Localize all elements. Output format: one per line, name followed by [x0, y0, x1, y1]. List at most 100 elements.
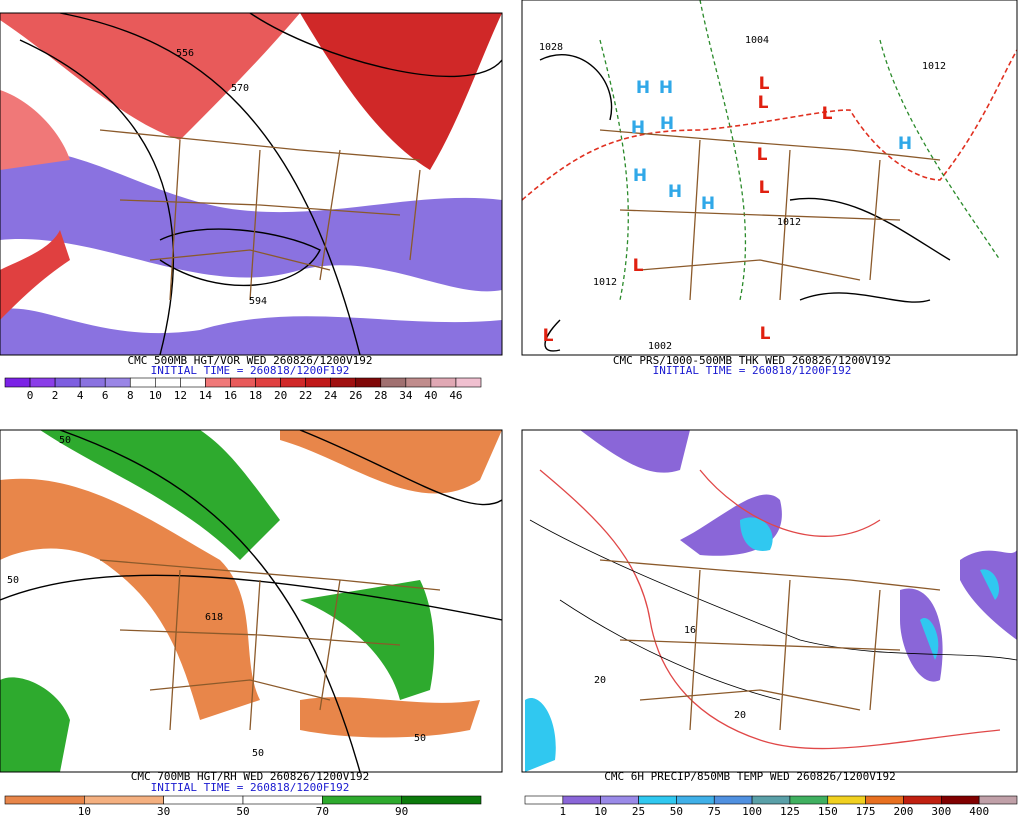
legend-label: 1: [560, 805, 567, 818]
legend-label: 175: [856, 805, 876, 818]
legend-swatch: [827, 795, 866, 805]
legend-label: 20: [274, 389, 287, 402]
pressure-center: L: [543, 326, 554, 346]
legend-label: 16: [224, 389, 237, 402]
legend-swatch: [430, 377, 457, 388]
legend-label: 0: [27, 389, 34, 402]
pressure-center: H: [898, 134, 912, 154]
contour-label: 50: [252, 748, 264, 759]
legend-swatch: [562, 795, 601, 805]
legend-label: 75: [708, 805, 721, 818]
legend-swatch: [355, 377, 382, 388]
legend-swatch: [713, 795, 753, 805]
contour-label: 1012: [922, 61, 946, 72]
legend-swatch: [455, 377, 482, 388]
panel-title: CMC 6H PRECIP/850MB TEMP WED 260826/1200…: [604, 770, 895, 783]
pressure-center: L: [822, 104, 833, 124]
legend-swatch: [330, 377, 357, 388]
legend-label: 150: [818, 805, 838, 818]
map-precipitation: [522, 430, 1017, 772]
contour-label: 20: [594, 675, 606, 686]
legend-swatch: [751, 795, 791, 805]
contour-label: 50: [414, 733, 426, 744]
legend-label: 18: [249, 389, 262, 402]
legend-label: 6: [102, 389, 109, 402]
legend-label: 50: [670, 805, 683, 818]
pressure-center: L: [633, 256, 644, 276]
map-frame: [521, 0, 1018, 356]
pressure-center: L: [760, 324, 771, 344]
legend-label: 22: [299, 389, 312, 402]
legend-label: 400: [969, 805, 989, 818]
legend-swatch: [676, 795, 715, 805]
legend-label: 40: [424, 389, 437, 402]
legend-swatch: [280, 377, 306, 388]
map-pressure: [522, 0, 1017, 355]
map-humidity: [0, 430, 502, 772]
contour-label: 556: [176, 48, 194, 59]
legend-label: 28: [374, 389, 387, 402]
legend-swatch: [84, 795, 164, 805]
legend-swatch: [54, 377, 81, 388]
legend-swatch: [205, 377, 231, 388]
legend-swatch: [789, 795, 829, 805]
legend-swatch: [180, 377, 206, 388]
map-frame: [521, 429, 1018, 773]
legend-swatch: [155, 377, 181, 388]
contour-label: 1002: [648, 341, 672, 352]
legend-swatch: [29, 377, 56, 388]
legend-swatch: [903, 795, 942, 805]
contour-label: 1004: [745, 35, 769, 46]
legend-label: 46: [449, 389, 462, 402]
legend-label: 12: [174, 389, 187, 402]
legend-label: 90: [395, 805, 408, 818]
legend-swatch: [524, 795, 564, 805]
legend-swatch: [230, 377, 256, 388]
legend-swatch: [255, 377, 281, 388]
legend-label: 300: [931, 805, 951, 818]
map-frame: [0, 429, 503, 773]
contour-label: 50: [7, 575, 19, 586]
legend-label: 70: [316, 805, 329, 818]
legend-swatch: [322, 795, 402, 805]
legend-swatch: [380, 377, 407, 388]
legend-swatch: [4, 377, 31, 388]
legend-swatch: [104, 377, 131, 388]
contour-label: 570: [231, 83, 249, 94]
panel-title: CMC 700MB HGT/RH WED 260826/1200V192: [131, 770, 369, 783]
pressure-center: H: [633, 166, 647, 186]
legend-label: 26: [349, 389, 362, 402]
initial-time: INITIAL TIME = 260818/1200F192: [151, 364, 350, 377]
legend-label: 100: [742, 805, 762, 818]
legend-label: 10: [78, 805, 91, 818]
contour-label: 16: [684, 625, 696, 636]
pressure-center: H: [631, 118, 645, 138]
pressure-center: L: [757, 145, 768, 165]
legend-swatch: [4, 795, 85, 805]
pressure-center: H: [701, 194, 715, 214]
pressure-center: L: [759, 178, 770, 198]
legend-label: 8: [127, 389, 134, 402]
legend-label: 10: [149, 389, 162, 402]
legend-label: 14: [199, 389, 213, 402]
legend-swatch: [79, 377, 106, 388]
legend-label: 10: [594, 805, 607, 818]
legend-label: 30: [157, 805, 170, 818]
legend-swatch: [401, 795, 482, 805]
pressure-center: L: [758, 93, 769, 113]
contour-label: 20: [734, 710, 746, 721]
legend-swatch: [163, 795, 244, 805]
legend-label: 25: [632, 805, 645, 818]
legend-swatch: [305, 377, 331, 388]
legend-label: 125: [780, 805, 800, 818]
legend-swatch: [242, 795, 323, 805]
legend-label: 200: [894, 805, 914, 818]
legend-label: 4: [77, 389, 84, 402]
map-frame: [0, 12, 503, 356]
contour-label: 50: [59, 435, 71, 446]
legend-label: 24: [324, 389, 338, 402]
contour-label: 594: [249, 296, 267, 307]
contour-label: 1012: [777, 217, 801, 228]
pressure-center: H: [636, 78, 650, 98]
